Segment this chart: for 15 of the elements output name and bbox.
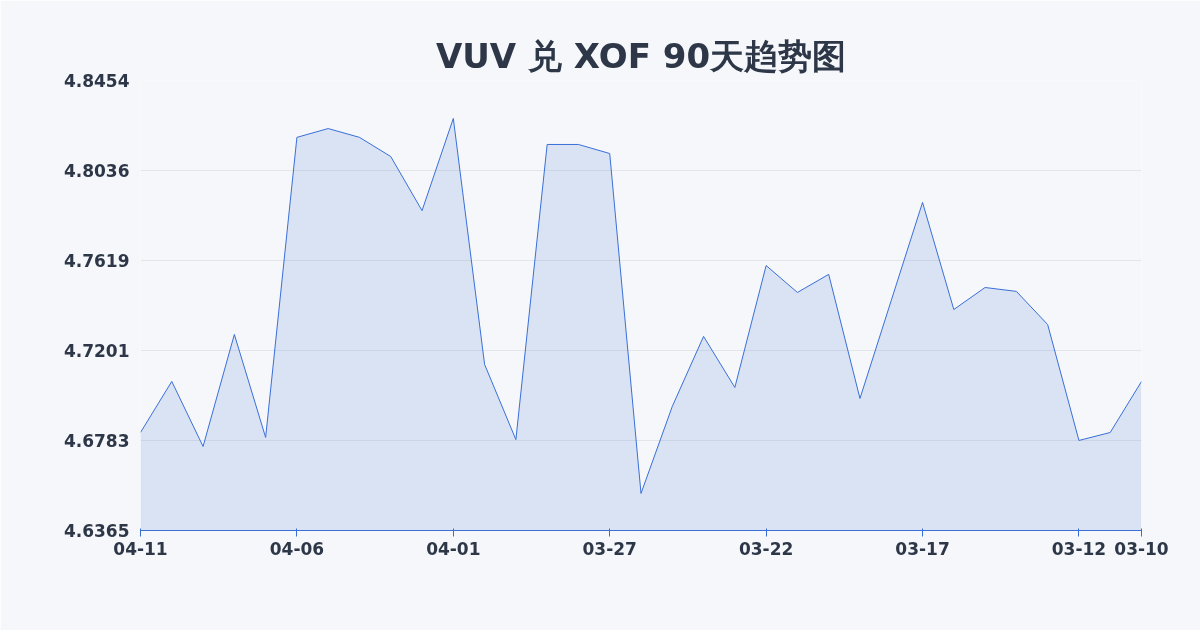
- y-tick-label: 4.7619: [63, 250, 130, 271]
- x-tick-label: 04-01: [426, 538, 481, 559]
- x-tick-label: 04-06: [269, 538, 325, 559]
- y-tick-label: 4.7201: [63, 340, 130, 361]
- x-tick-label: 03-12: [1051, 538, 1107, 559]
- y-tick-label: 4.6783: [63, 430, 130, 451]
- x-tick-label: 03-10: [1114, 538, 1169, 559]
- chart-title: VUV 兑 XOF 90天趋势图: [435, 35, 847, 76]
- x-tick-label: 03-17: [895, 538, 950, 559]
- x-tick-label: 03-27: [582, 538, 637, 559]
- x-tick-label: 03-22: [738, 538, 794, 559]
- x-tick-label: 04-11: [113, 538, 168, 559]
- y-tick-label: 4.8454: [63, 71, 130, 91]
- y-tick-label: 4.8036: [63, 161, 130, 182]
- y-tick-label: 4.6365: [63, 521, 130, 541]
